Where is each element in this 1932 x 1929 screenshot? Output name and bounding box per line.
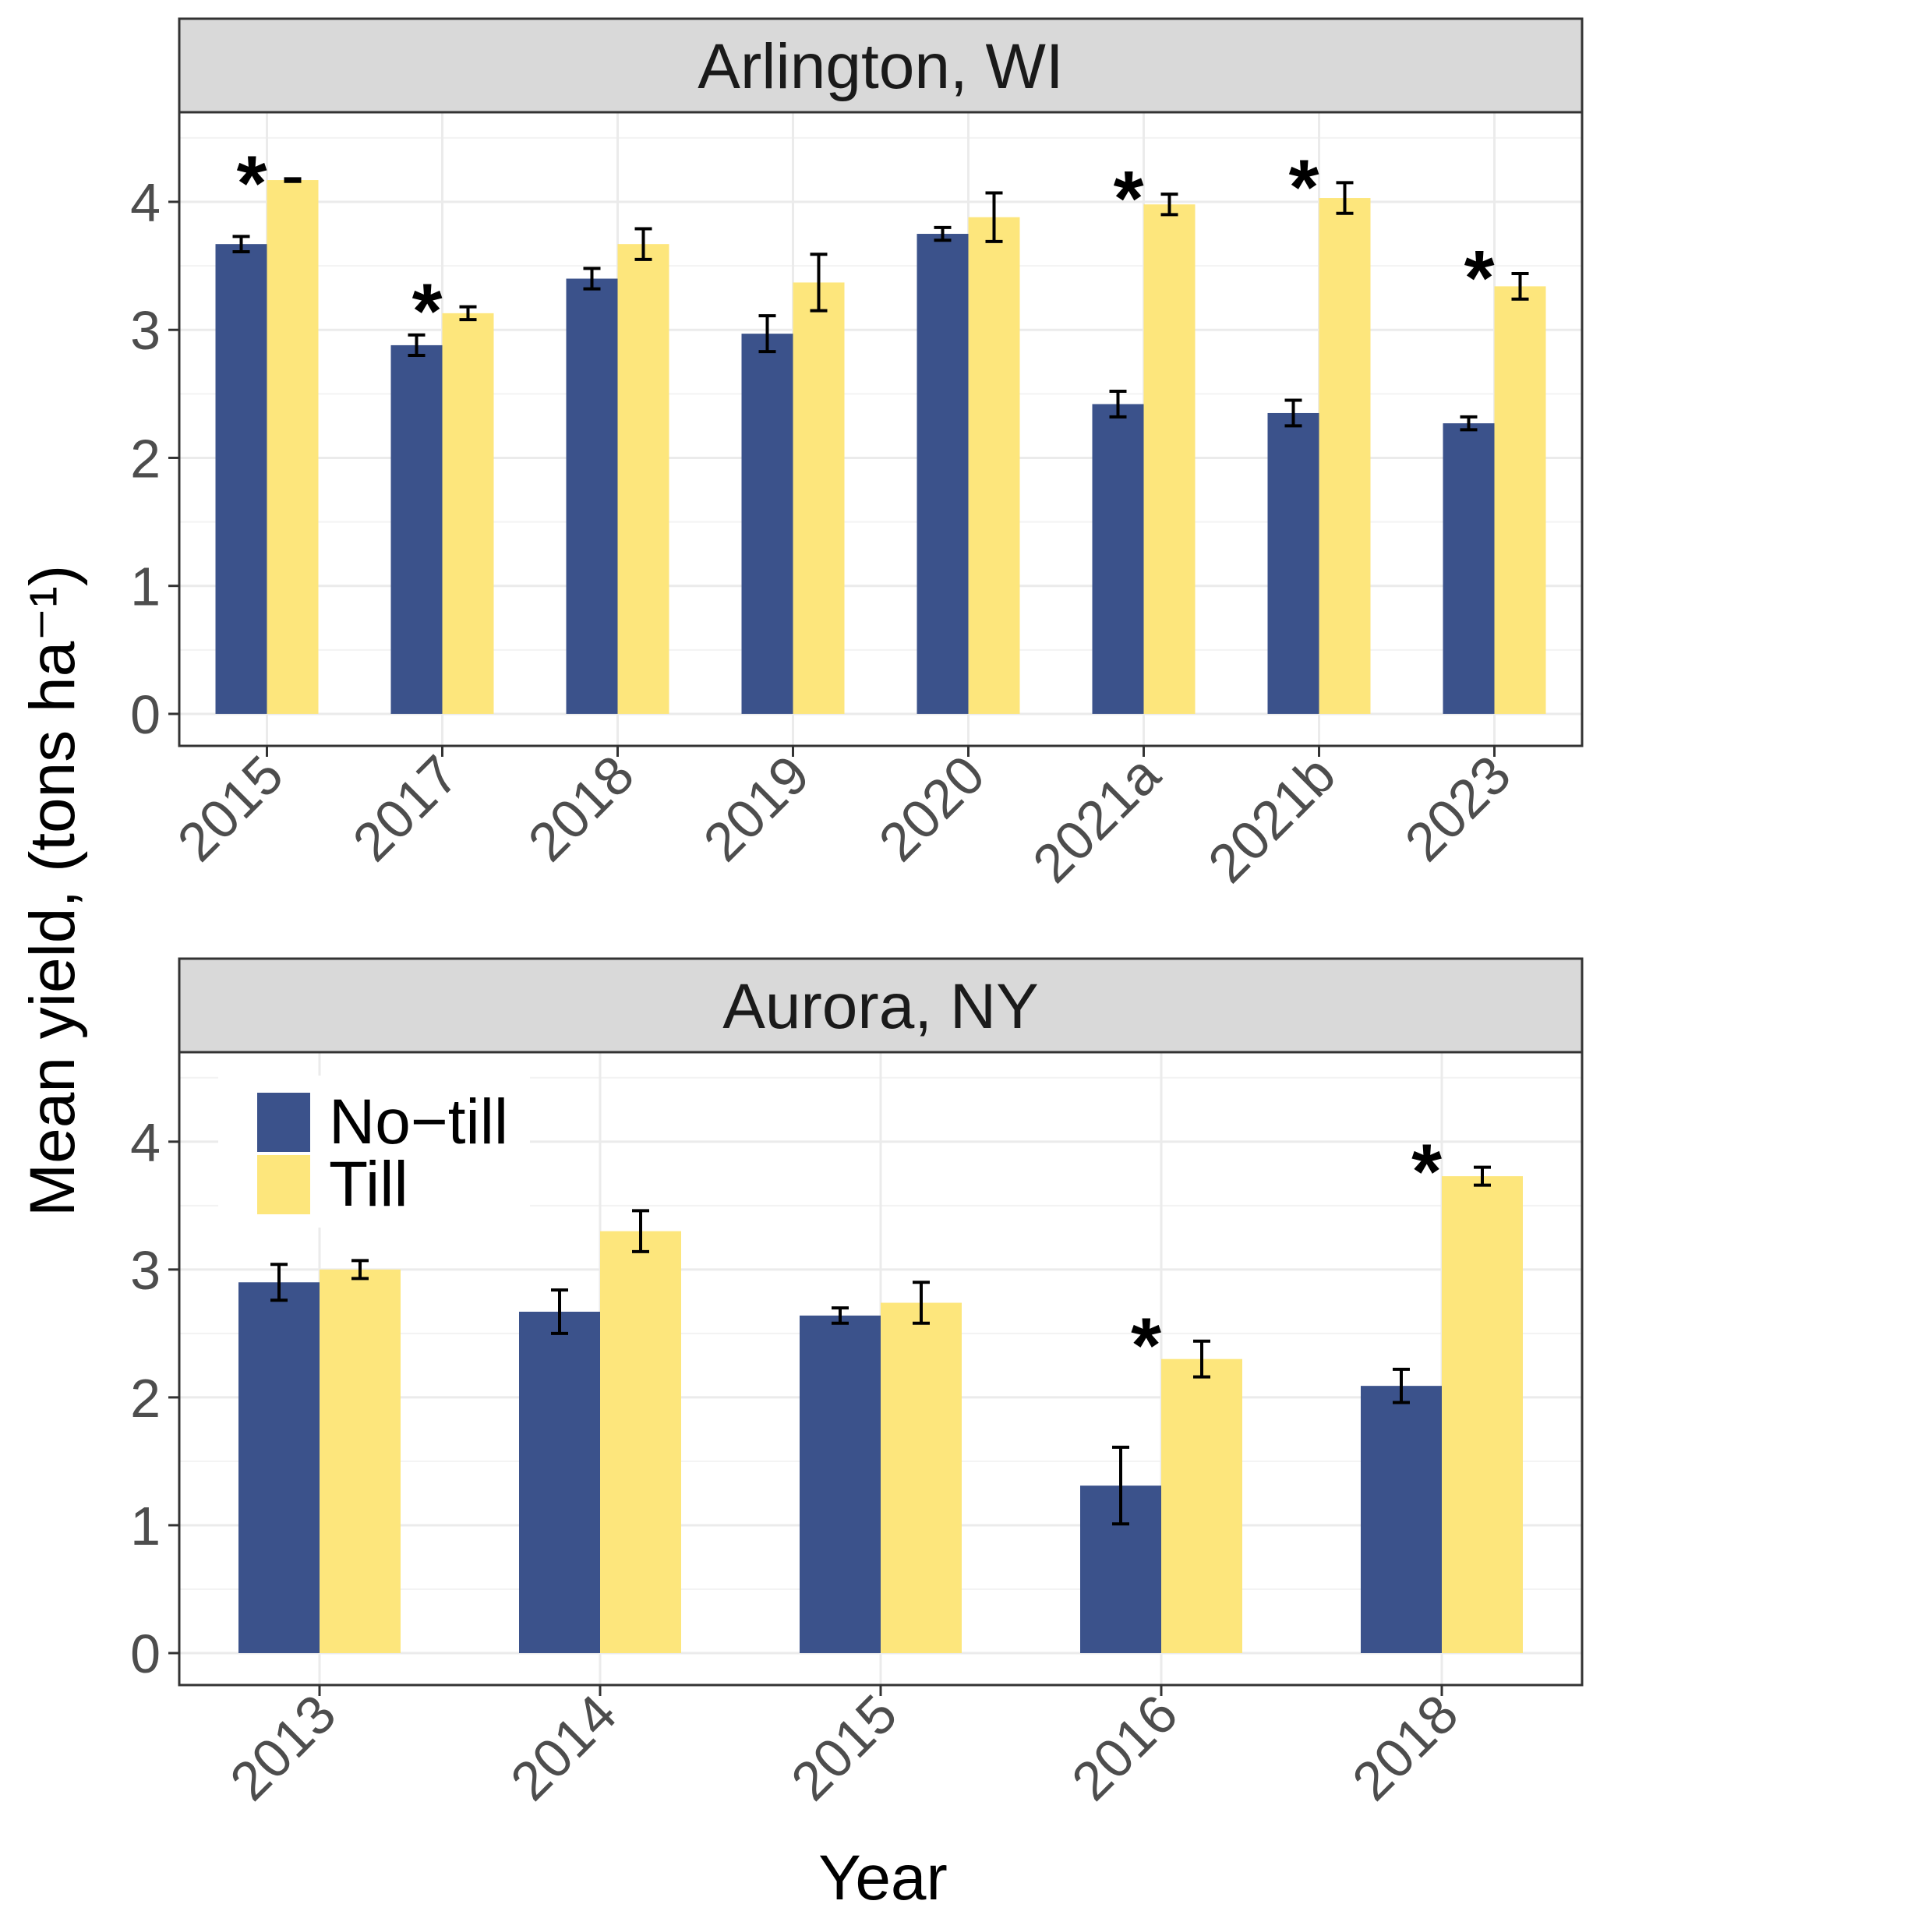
legend-key-no-till bbox=[257, 1093, 310, 1152]
x-tick-label-2015: 2015 bbox=[166, 744, 295, 872]
error-bar-no-till-2019 bbox=[758, 314, 776, 354]
bar-till-2018 bbox=[617, 244, 669, 714]
bar-no-till-2018 bbox=[566, 278, 618, 714]
error-bar-no-till-2021a bbox=[1109, 390, 1127, 419]
bar-till-2023 bbox=[1494, 286, 1546, 714]
bar-no-till-2021a bbox=[1092, 404, 1144, 714]
x-tick-label-2014: 2014 bbox=[499, 1683, 627, 1811]
error-bar-no-till-2015 bbox=[232, 235, 250, 254]
error-bar-till-2015 bbox=[284, 177, 302, 183]
error-bar-till-2019 bbox=[810, 253, 828, 313]
bar-till-2015 bbox=[881, 1302, 962, 1653]
x-tick-label-2018: 2018 bbox=[517, 744, 645, 872]
bar-till-2021a bbox=[1143, 204, 1196, 714]
bar-till-2016 bbox=[1161, 1358, 1242, 1653]
significance-star-2021b: * bbox=[1289, 143, 1319, 231]
legend-key-till bbox=[257, 1155, 310, 1214]
y-tick-label: 2 bbox=[130, 1368, 161, 1429]
y-tick-label: 2 bbox=[130, 428, 161, 489]
error-bar-no-till-2017 bbox=[408, 333, 426, 358]
panel-aurora-ny: Aurora, NY * * 0 1 2 3 4 2013 2014 2015 2016 2018 No−… bbox=[130, 957, 1584, 1812]
error-bar-till-2013 bbox=[351, 1259, 369, 1281]
x-tick-label-2020: 2020 bbox=[867, 744, 996, 872]
facet-strip bbox=[178, 957, 1584, 1054]
x-tick-label-2021a: 2021a bbox=[1021, 744, 1171, 894]
error-bar-till-2018 bbox=[1474, 1165, 1491, 1187]
x-axis-title: Year bbox=[818, 1842, 948, 1913]
bar-no-till-2015 bbox=[215, 244, 267, 714]
significance-star-2018: * bbox=[1411, 1129, 1442, 1216]
bar-no-till-2015 bbox=[800, 1315, 881, 1653]
x-tick-label-2013: 2013 bbox=[218, 1683, 347, 1811]
y-tick-label: 3 bbox=[130, 1240, 161, 1301]
plot-area bbox=[179, 112, 1582, 746]
bar-till-2020 bbox=[968, 217, 1020, 714]
bar-no-till-2019 bbox=[741, 334, 793, 714]
y-tick-label: 3 bbox=[130, 300, 161, 361]
x-tick-label-2021b: 2021b bbox=[1196, 744, 1347, 894]
x-tick-label-2023: 2023 bbox=[1393, 744, 1522, 872]
y-tick-label: 1 bbox=[130, 1496, 161, 1556]
panel-border bbox=[178, 111, 1584, 747]
bar-till-2018 bbox=[1442, 1176, 1523, 1653]
bar-till-2013 bbox=[320, 1269, 401, 1653]
error-bar-till-2017 bbox=[459, 305, 477, 322]
bar-till-2019 bbox=[793, 282, 845, 714]
bar-no-till-2018 bbox=[1361, 1386, 1442, 1653]
legend-label-till: Till bbox=[329, 1149, 408, 1220]
error-bar-no-till-2023 bbox=[1460, 415, 1478, 432]
bar-no-till-2013 bbox=[238, 1282, 320, 1653]
x-tick-label-2017: 2017 bbox=[341, 744, 470, 872]
bar-no-till-2020 bbox=[917, 234, 969, 714]
error-bar-till-2015 bbox=[913, 1281, 930, 1325]
bar-no-till-2017 bbox=[390, 344, 443, 714]
error-bar-till-2021b bbox=[1336, 181, 1354, 215]
y-tick-label: 4 bbox=[130, 172, 161, 233]
panel-arlington-wi: Arlington, WI * * * * * 0 1 2 3 4 2015 2017 2018 2019 2… bbox=[130, 17, 1584, 894]
x-tick-label-2015: 2015 bbox=[779, 1683, 908, 1811]
bar-till-2014 bbox=[600, 1231, 681, 1653]
bar-till-2015 bbox=[267, 180, 319, 714]
error-bar-till-2020 bbox=[985, 191, 1003, 243]
error-bar-till-2021a bbox=[1160, 193, 1178, 217]
y-tick-label: 1 bbox=[130, 556, 161, 617]
y-tick-label: 0 bbox=[130, 684, 161, 745]
facet-strip-label: Aurora, NY bbox=[722, 971, 1039, 1042]
significance-star-2017: * bbox=[412, 268, 443, 355]
x-tick-label-2019: 2019 bbox=[692, 744, 821, 872]
error-bar-till-2016 bbox=[1193, 1339, 1210, 1379]
facet-strip-label: Arlington, WI bbox=[698, 31, 1063, 102]
y-axis-title: Mean yield, (tons ha⁻¹) bbox=[17, 565, 88, 1217]
error-bar-no-till-2013 bbox=[270, 1263, 288, 1302]
bar-no-till-2021b bbox=[1267, 412, 1319, 714]
error-bar-no-till-2016 bbox=[1112, 1445, 1129, 1526]
bar-no-till-2014 bbox=[519, 1312, 600, 1653]
x-tick-label-2016: 2016 bbox=[1060, 1683, 1189, 1811]
bar-till-2021b bbox=[1319, 198, 1371, 714]
y-tick-label: 4 bbox=[130, 1112, 161, 1173]
x-tick-label-2018: 2018 bbox=[1340, 1683, 1469, 1811]
significance-star-2023: * bbox=[1464, 235, 1495, 322]
significance-star-2016: * bbox=[1131, 1302, 1161, 1390]
error-bar-no-till-2018 bbox=[583, 267, 601, 291]
error-bar-no-till-2015 bbox=[832, 1306, 849, 1325]
y-tick-label: 0 bbox=[130, 1623, 161, 1684]
error-bar-till-2014 bbox=[632, 1209, 649, 1253]
bar-no-till-2023 bbox=[1443, 423, 1495, 714]
legend-label-no-till: No−till bbox=[329, 1086, 508, 1157]
error-bar-till-2023 bbox=[1511, 271, 1529, 301]
error-bar-no-till-2021b bbox=[1284, 398, 1302, 428]
error-bar-no-till-2020 bbox=[934, 225, 952, 242]
significance-star-2021a: * bbox=[1114, 155, 1144, 242]
significance-star-2015: * bbox=[237, 140, 267, 227]
bar-till-2017 bbox=[442, 313, 494, 714]
error-bar-till-2018 bbox=[634, 227, 652, 261]
error-bar-no-till-2014 bbox=[551, 1288, 568, 1335]
facet-strip bbox=[178, 17, 1584, 114]
error-bar-no-till-2018 bbox=[1393, 1367, 1410, 1404]
